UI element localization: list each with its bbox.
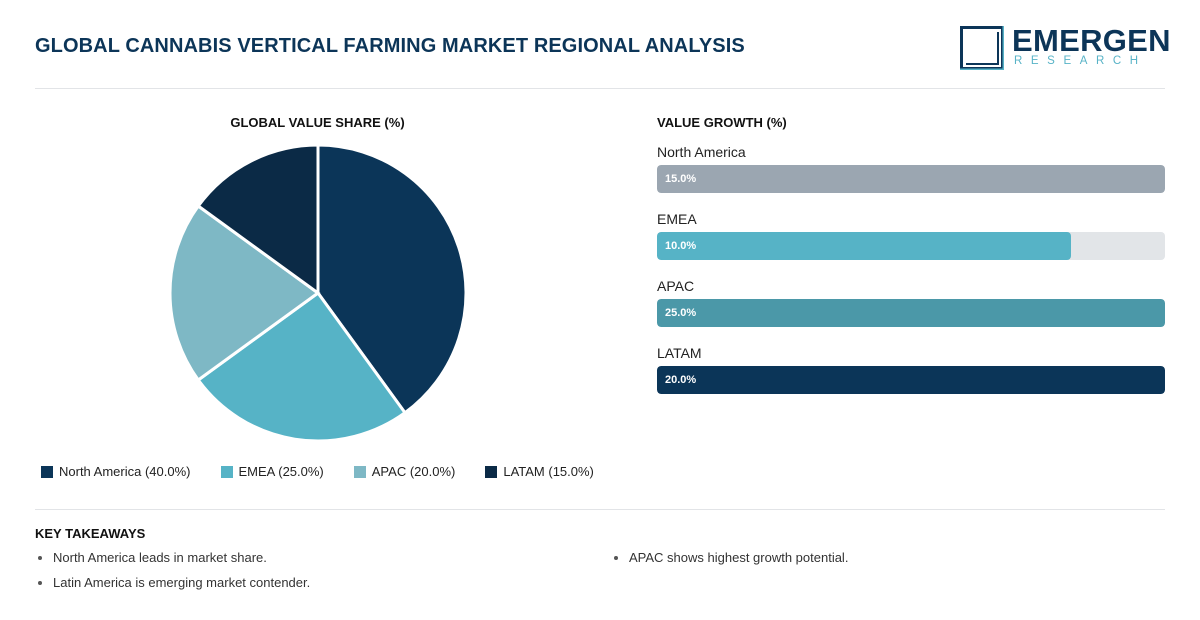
bar-value-label: 15.0% — [665, 173, 697, 185]
bar-category-label: LATAM — [657, 345, 702, 361]
legend-swatch — [353, 465, 366, 478]
page-title: GLOBAL CANNABIS VERTICAL FARMING MARKET … — [35, 35, 745, 57]
bar-fill — [657, 366, 1165, 394]
pie-chart-title: GLOBAL VALUE SHARE (%) — [230, 115, 405, 130]
logo-mark-icon — [960, 26, 1004, 70]
takeaways-title: KEY TAKEAWAYS — [35, 526, 146, 541]
logo-subtitle: RESEARCH — [1014, 55, 1147, 67]
legend-swatch — [41, 465, 53, 478]
bar-chart-title: VALUE GROWTH (%) — [657, 115, 787, 130]
legend-item-apac: APAC (20.0%) — [353, 464, 456, 479]
header: GLOBAL CANNABIS VERTICAL FARMING MARKET … — [35, 22, 1171, 88]
pie-slice-emea — [196, 290, 408, 443]
legend-label: APAC (20.0%) — [371, 464, 456, 479]
pie-slice-north-america — [316, 143, 468, 415]
section-divider — [35, 509, 1165, 510]
brand-logo: EMERGEN RESEARCH — [960, 24, 1171, 72]
takeaway-item: APAC shows highest growth potential. — [611, 550, 848, 565]
bar-fill — [657, 165, 1165, 193]
legend-label: North America (40.0%) — [59, 464, 191, 479]
logo-wordmark: EMERGEN — [1012, 23, 1171, 58]
bar-fill — [657, 299, 1165, 327]
bar-track: 15.0% — [657, 165, 1165, 193]
pie-chart — [168, 143, 468, 443]
bar-track: 10.0% — [657, 232, 1165, 260]
bar-value-label: 10.0% — [665, 240, 697, 252]
bar-row-emea: EMEA 10.0% — [657, 211, 1165, 278]
legend-label: EMEA (25.0%) — [238, 464, 324, 479]
bar-fill — [657, 232, 1072, 260]
bar-row-apac: APAC 25.0% — [657, 278, 1165, 345]
bar-category-label: APAC — [657, 278, 695, 294]
pie-legend: North America (40.0%) EMEA (25.0%) APAC … — [41, 464, 624, 479]
bar-row-latam: LATAM 20.0% — [657, 345, 1165, 412]
bar-category-label: EMEA — [657, 211, 697, 227]
bar-track: 20.0% — [657, 366, 1165, 394]
legend-label: LATAM (15.0%) — [503, 464, 594, 479]
takeaway-item: Latin America is emerging market contend… — [35, 575, 310, 590]
legend-item-latam: LATAM (15.0%) — [485, 464, 594, 479]
legend-item-north-america: North America (40.0%) — [41, 464, 191, 479]
bar-track: 25.0% — [657, 299, 1165, 327]
header-divider — [35, 88, 1165, 89]
legend-item-emea: EMEA (25.0%) — [220, 464, 324, 479]
pie-slice-apac — [168, 203, 321, 383]
bar-row-north-america: North America 15.0% — [657, 144, 1165, 211]
pie-slice-latam — [196, 143, 320, 296]
legend-swatch — [485, 465, 498, 478]
legend-swatch — [220, 465, 233, 478]
bar-category-label: North America — [657, 144, 746, 160]
bar-value-label: 20.0% — [665, 374, 697, 386]
growth-bar-chart: North America 15.0% EMEA 10.0% APAC 25.0… — [657, 144, 1165, 412]
takeaway-item: North America leads in market share. — [35, 550, 267, 565]
bar-value-label: 25.0% — [665, 307, 697, 319]
